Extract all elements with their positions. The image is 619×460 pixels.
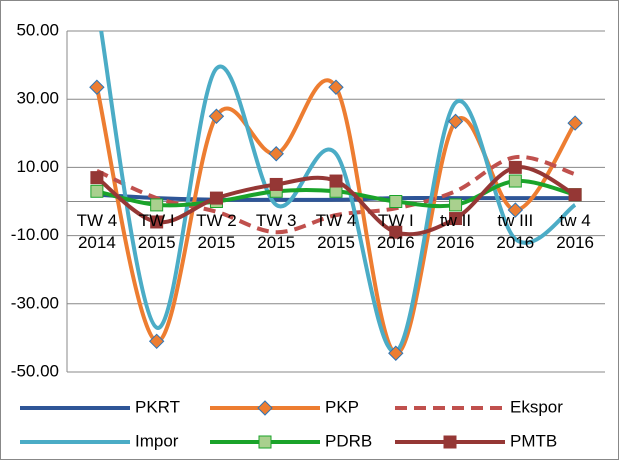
marker <box>389 195 403 208</box>
legend-marker <box>443 435 457 449</box>
legend-label: Impor <box>135 431 179 450</box>
x-tick-label: TW 2 2015 <box>196 210 237 252</box>
x-tick-label: TW 3 2015 <box>255 210 297 252</box>
marker <box>269 177 283 191</box>
marker <box>449 212 463 226</box>
x-tick-label: tw 4 2016 <box>556 210 595 252</box>
x-tick-label: TW I 2015 <box>137 210 176 252</box>
series-line <box>99 31 577 354</box>
marker <box>507 202 524 218</box>
y-tick-label: -10.00 <box>11 225 59 244</box>
marker <box>89 79 105 95</box>
y-tick-label: 10.00 <box>16 157 59 176</box>
y-tick-label: 50.00 <box>16 20 59 39</box>
marker <box>150 215 164 229</box>
marker <box>148 333 165 350</box>
series-line <box>96 154 576 235</box>
x-tick-label: TW I 2016 <box>376 210 415 252</box>
legend-label: Ekspor <box>510 397 563 416</box>
legend-label: PKP <box>325 397 359 416</box>
marker <box>150 198 164 212</box>
x-tick-label: tw III 2016 <box>496 210 535 252</box>
marker <box>329 174 343 188</box>
x-tick-label: tw II 2016 <box>436 210 475 252</box>
marker <box>90 171 104 185</box>
marker <box>90 184 104 198</box>
marker <box>449 198 463 212</box>
marker <box>328 79 344 95</box>
marker <box>389 225 403 239</box>
x-tick-label: TW 4 2015 <box>315 210 357 252</box>
marker <box>268 146 284 162</box>
legend-label: PMTB <box>510 431 557 450</box>
marker <box>209 191 223 205</box>
marker <box>508 160 522 174</box>
legend-label: PKRT <box>135 397 180 416</box>
marker <box>447 113 464 130</box>
marker <box>508 174 522 188</box>
legend-marker <box>257 400 273 416</box>
marker <box>388 345 404 361</box>
y-tick-label: -30.00 <box>11 293 59 312</box>
y-tick-label: -50.00 <box>11 361 59 380</box>
plot <box>89 31 583 361</box>
legend-label: PDRB <box>325 431 372 450</box>
y-tick-label: 30.00 <box>16 89 59 108</box>
x-tick-label: TW 4 2014 <box>76 210 118 252</box>
marker <box>567 115 583 131</box>
legend-marker <box>258 435 272 449</box>
marker <box>568 188 582 202</box>
marker <box>208 108 225 124</box>
